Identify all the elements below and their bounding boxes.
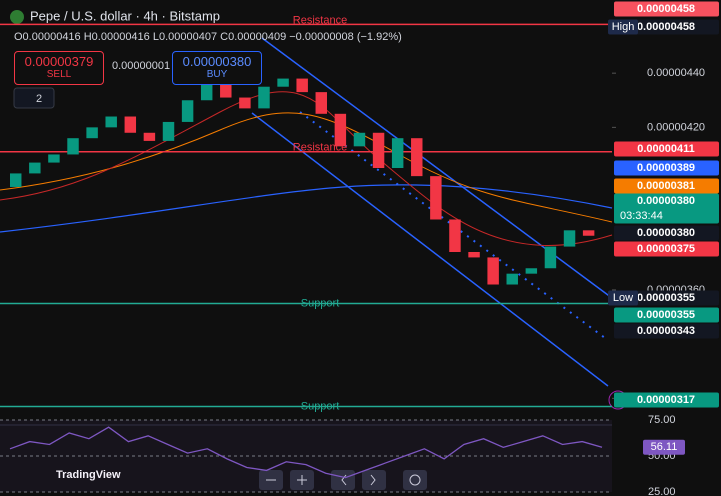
level-label: Support xyxy=(301,400,340,412)
price-tag-name-bg xyxy=(608,19,638,35)
price-tag xyxy=(614,178,719,194)
candle-body xyxy=(525,268,538,274)
price-tag xyxy=(614,225,719,241)
candle-body xyxy=(544,246,557,269)
candle-body xyxy=(86,127,98,139)
candle-body xyxy=(200,84,213,101)
buy-label: BUY xyxy=(206,69,228,80)
candle-body xyxy=(391,138,404,168)
reset[interactable] xyxy=(403,470,427,490)
candle-body xyxy=(334,113,347,147)
price-tag xyxy=(614,1,719,17)
scroll-left[interactable] xyxy=(331,470,355,490)
price-tag-label: 0.00000458 xyxy=(637,21,695,33)
candle-body xyxy=(48,154,60,163)
brand: TradingView xyxy=(56,469,121,481)
candle-body xyxy=(105,116,117,128)
price-tag-label: 0.00000375 xyxy=(637,243,695,255)
price-tag-name-bg xyxy=(608,290,638,306)
candle-body xyxy=(468,252,480,258)
price-tag-name: High xyxy=(612,21,635,33)
buy-button[interactable]: 0.00000380 BUY xyxy=(172,51,262,85)
level-label: Support xyxy=(301,297,340,309)
price-tag-label: 0.00000380 xyxy=(637,227,695,239)
rsi-tick-label: 75.00 xyxy=(648,414,676,426)
indicator-count: 2 xyxy=(36,93,42,105)
price-tag-label: 0.00000317 xyxy=(637,394,695,406)
candle-body xyxy=(143,132,156,141)
toolbar xyxy=(259,470,427,490)
sell-label: SELL xyxy=(46,69,72,80)
price-tag xyxy=(614,290,719,306)
candle-body xyxy=(372,132,385,168)
price-tag xyxy=(614,193,719,224)
candle-body xyxy=(124,116,137,133)
candle-body xyxy=(277,78,289,87)
candle-body xyxy=(29,162,41,174)
indicators-toggle[interactable] xyxy=(13,87,55,109)
candle-body xyxy=(10,173,22,187)
candle-body xyxy=(411,138,423,177)
y-tick-label: 0.00000420 xyxy=(647,121,705,133)
price-tag xyxy=(614,241,719,257)
candle-body xyxy=(181,100,194,122)
price-tag-label: 0.00000343 xyxy=(637,325,695,337)
rsi-tick-label: 25.00 xyxy=(648,486,676,496)
candle-body xyxy=(563,230,576,247)
price-tag-label: 0.00000381 xyxy=(637,180,695,192)
price-tag-label: 0.00000355 xyxy=(637,292,695,304)
price-tag-label: 0.00000389 xyxy=(637,162,695,174)
price-tag xyxy=(614,141,719,157)
y-tick-label: 0.00000440 xyxy=(647,67,705,79)
price-tag xyxy=(614,323,719,339)
price-tag-label: 0.00000380 xyxy=(637,195,695,207)
candle-body xyxy=(582,230,595,236)
candle-body xyxy=(239,97,251,109)
level-label: Resistance xyxy=(293,142,347,154)
drawings xyxy=(0,37,613,387)
price-tag-label: 0.00000458 xyxy=(637,3,695,15)
rsi-line xyxy=(9,426,603,479)
candle-body xyxy=(315,92,328,114)
candle-body xyxy=(353,132,366,147)
rsi-value-tag xyxy=(643,439,685,455)
scroll-right[interactable] xyxy=(362,470,386,490)
price-tag-name: Low xyxy=(613,292,633,304)
price-tag xyxy=(614,307,719,323)
buy-price: 0.00000380 xyxy=(182,54,252,69)
sell-button[interactable]: 0.00000379 SELL xyxy=(14,51,104,85)
price-tag xyxy=(614,160,719,176)
sell-price: 0.00000379 xyxy=(24,54,94,69)
candle-body xyxy=(449,219,461,252)
candle-body xyxy=(67,138,79,155)
candle-body xyxy=(296,78,308,93)
level-label: Resistance xyxy=(293,14,347,26)
candle-body xyxy=(162,121,175,141)
symbol-title: Pepe / U.S. dollar · 4h · Bitstamp xyxy=(30,8,220,23)
candle-body xyxy=(220,84,232,98)
candle-body xyxy=(258,86,270,109)
spread: 0.00000001 xyxy=(112,60,170,72)
candle-body xyxy=(430,176,442,220)
price-tag xyxy=(614,19,719,35)
price-tag-label: 0.00000355 xyxy=(637,309,695,321)
candle-body xyxy=(487,257,499,285)
price-tag xyxy=(614,392,719,408)
ohlc: O0.00000416 H0.00000416 L0.00000407 C0.0… xyxy=(14,31,402,43)
candle-body xyxy=(506,273,518,285)
price-tag-label: 0.00000411 xyxy=(637,143,695,155)
countdown: 03:33:44 xyxy=(620,210,663,222)
rsi-value-label: 56.11 xyxy=(651,441,678,453)
symbol-icon xyxy=(10,10,24,24)
